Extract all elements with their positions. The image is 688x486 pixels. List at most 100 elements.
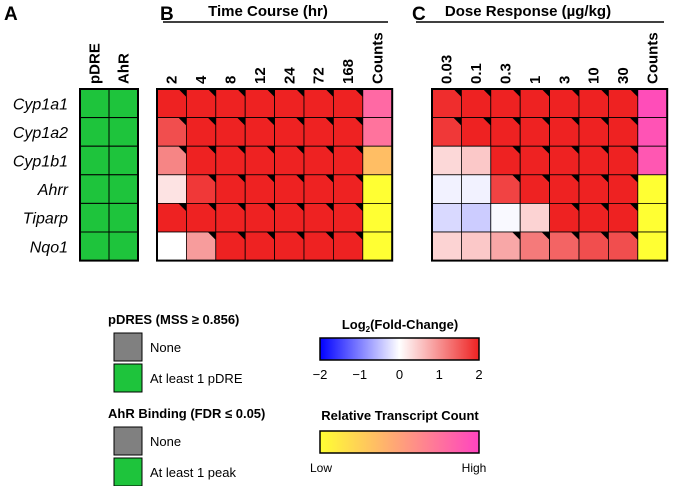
panel-a-column-labels: pDRE AhR bbox=[87, 43, 133, 84]
significance-marker bbox=[207, 203, 216, 212]
significance-marker bbox=[266, 117, 275, 126]
significance-marker bbox=[571, 117, 579, 126]
significance-marker bbox=[296, 146, 304, 155]
significance-marker bbox=[629, 203, 638, 212]
colorbar-count-low-label: Low bbox=[310, 461, 332, 475]
heat-cell bbox=[244, 231, 275, 262]
heat-cell bbox=[608, 117, 639, 147]
heat-cell bbox=[156, 88, 187, 119]
heat-cell bbox=[274, 145, 305, 176]
heat-cell bbox=[332, 88, 364, 119]
legend-ahr-title: AhR Binding (FDR ≤ 0.05) bbox=[108, 406, 265, 421]
heat-cell bbox=[431, 174, 462, 204]
significance-marker bbox=[354, 174, 363, 183]
heat-cell bbox=[578, 202, 609, 233]
significance-marker bbox=[237, 117, 246, 126]
status-cell bbox=[79, 174, 110, 204]
legend-pdre-none-swatch bbox=[113, 332, 143, 362]
heat-cell bbox=[549, 117, 580, 147]
colorbar-fc bbox=[319, 337, 480, 361]
significance-marker bbox=[571, 89, 579, 97]
significance-marker bbox=[296, 89, 304, 97]
heat-cell bbox=[460, 117, 492, 147]
heat-cell bbox=[332, 145, 364, 176]
heat-cell bbox=[490, 145, 521, 176]
colorbar-fc-title: Log2(Fold-Change) bbox=[342, 317, 458, 334]
significance-marker bbox=[512, 146, 521, 155]
heat-cell bbox=[332, 174, 364, 204]
heat-cell bbox=[244, 145, 275, 176]
column-label: 0.1 bbox=[468, 63, 485, 84]
gene-label: Cyp1a2 bbox=[13, 125, 68, 142]
significance-marker bbox=[178, 146, 187, 155]
heat-cell bbox=[303, 117, 334, 147]
heat-cell bbox=[244, 202, 275, 233]
heat-cell bbox=[185, 145, 217, 176]
significance-marker bbox=[354, 203, 363, 212]
count-cell bbox=[362, 117, 393, 147]
count-cell bbox=[362, 174, 393, 204]
heat-cell bbox=[460, 88, 492, 119]
heat-cell bbox=[303, 88, 334, 119]
heat-cell bbox=[332, 202, 364, 233]
gene-label: Nqo1 bbox=[30, 239, 68, 256]
heat-cell bbox=[244, 117, 275, 147]
time-course-heatmap bbox=[156, 88, 394, 262]
significance-marker bbox=[541, 174, 550, 183]
column-label: 4 bbox=[193, 75, 210, 84]
column-label: 1 bbox=[527, 76, 544, 84]
significance-marker bbox=[629, 146, 638, 155]
status-cell bbox=[79, 145, 110, 176]
significance-marker bbox=[237, 232, 246, 240]
heat-cell bbox=[185, 231, 217, 262]
heat-cell bbox=[431, 117, 462, 147]
heat-cell bbox=[460, 145, 492, 176]
heat-cell bbox=[303, 174, 334, 204]
heat-cell bbox=[215, 202, 246, 233]
status-cell bbox=[79, 231, 110, 262]
status-cell bbox=[108, 145, 139, 176]
heat-cell bbox=[490, 174, 521, 204]
significance-marker bbox=[571, 146, 579, 155]
significance-marker bbox=[571, 232, 579, 240]
heat-cell bbox=[608, 145, 639, 176]
colorbar-tick-label: −1 bbox=[352, 367, 367, 382]
significance-marker bbox=[296, 232, 304, 240]
count-cell bbox=[362, 202, 393, 233]
colorbar-tick-label: 2 bbox=[475, 367, 482, 382]
significance-marker bbox=[354, 232, 363, 240]
count-cell bbox=[362, 88, 393, 119]
heat-cell bbox=[519, 88, 551, 119]
significance-marker bbox=[354, 89, 363, 97]
significance-marker bbox=[600, 117, 609, 126]
significance-marker bbox=[512, 89, 521, 97]
significance-marker bbox=[207, 146, 216, 155]
significance-marker bbox=[600, 174, 609, 183]
heat-cell bbox=[578, 117, 609, 147]
status-cell bbox=[108, 231, 139, 262]
heat-cell bbox=[578, 174, 609, 204]
status-cell bbox=[79, 202, 110, 233]
panel-a-border bbox=[79, 88, 139, 262]
significance-marker bbox=[541, 232, 550, 240]
legend-ahr-present-label: At least 1 peak bbox=[150, 465, 236, 480]
significance-marker bbox=[600, 232, 609, 240]
heat-cell bbox=[332, 231, 364, 262]
time-course-title: Time Course (hr) bbox=[208, 3, 328, 20]
colorbar-fc-ticks: −2 −1 0 1 2 bbox=[313, 367, 483, 382]
heat-cell bbox=[549, 174, 580, 204]
significance-marker bbox=[207, 117, 216, 126]
significance-marker bbox=[237, 203, 246, 212]
legend-ahr-present-swatch bbox=[113, 457, 143, 486]
heat-cell bbox=[303, 231, 334, 262]
column-label: 8 bbox=[223, 76, 240, 84]
significance-marker bbox=[325, 203, 334, 212]
significance-marker bbox=[237, 89, 246, 97]
column-label: 72 bbox=[311, 67, 328, 84]
status-cell bbox=[108, 88, 139, 119]
dose-response-title: Dose Response (µg/kg) bbox=[445, 3, 611, 20]
significance-marker bbox=[600, 146, 609, 155]
gene-label: Tiparp bbox=[23, 211, 68, 228]
heat-cell bbox=[431, 88, 462, 119]
heat-cell bbox=[519, 231, 551, 262]
